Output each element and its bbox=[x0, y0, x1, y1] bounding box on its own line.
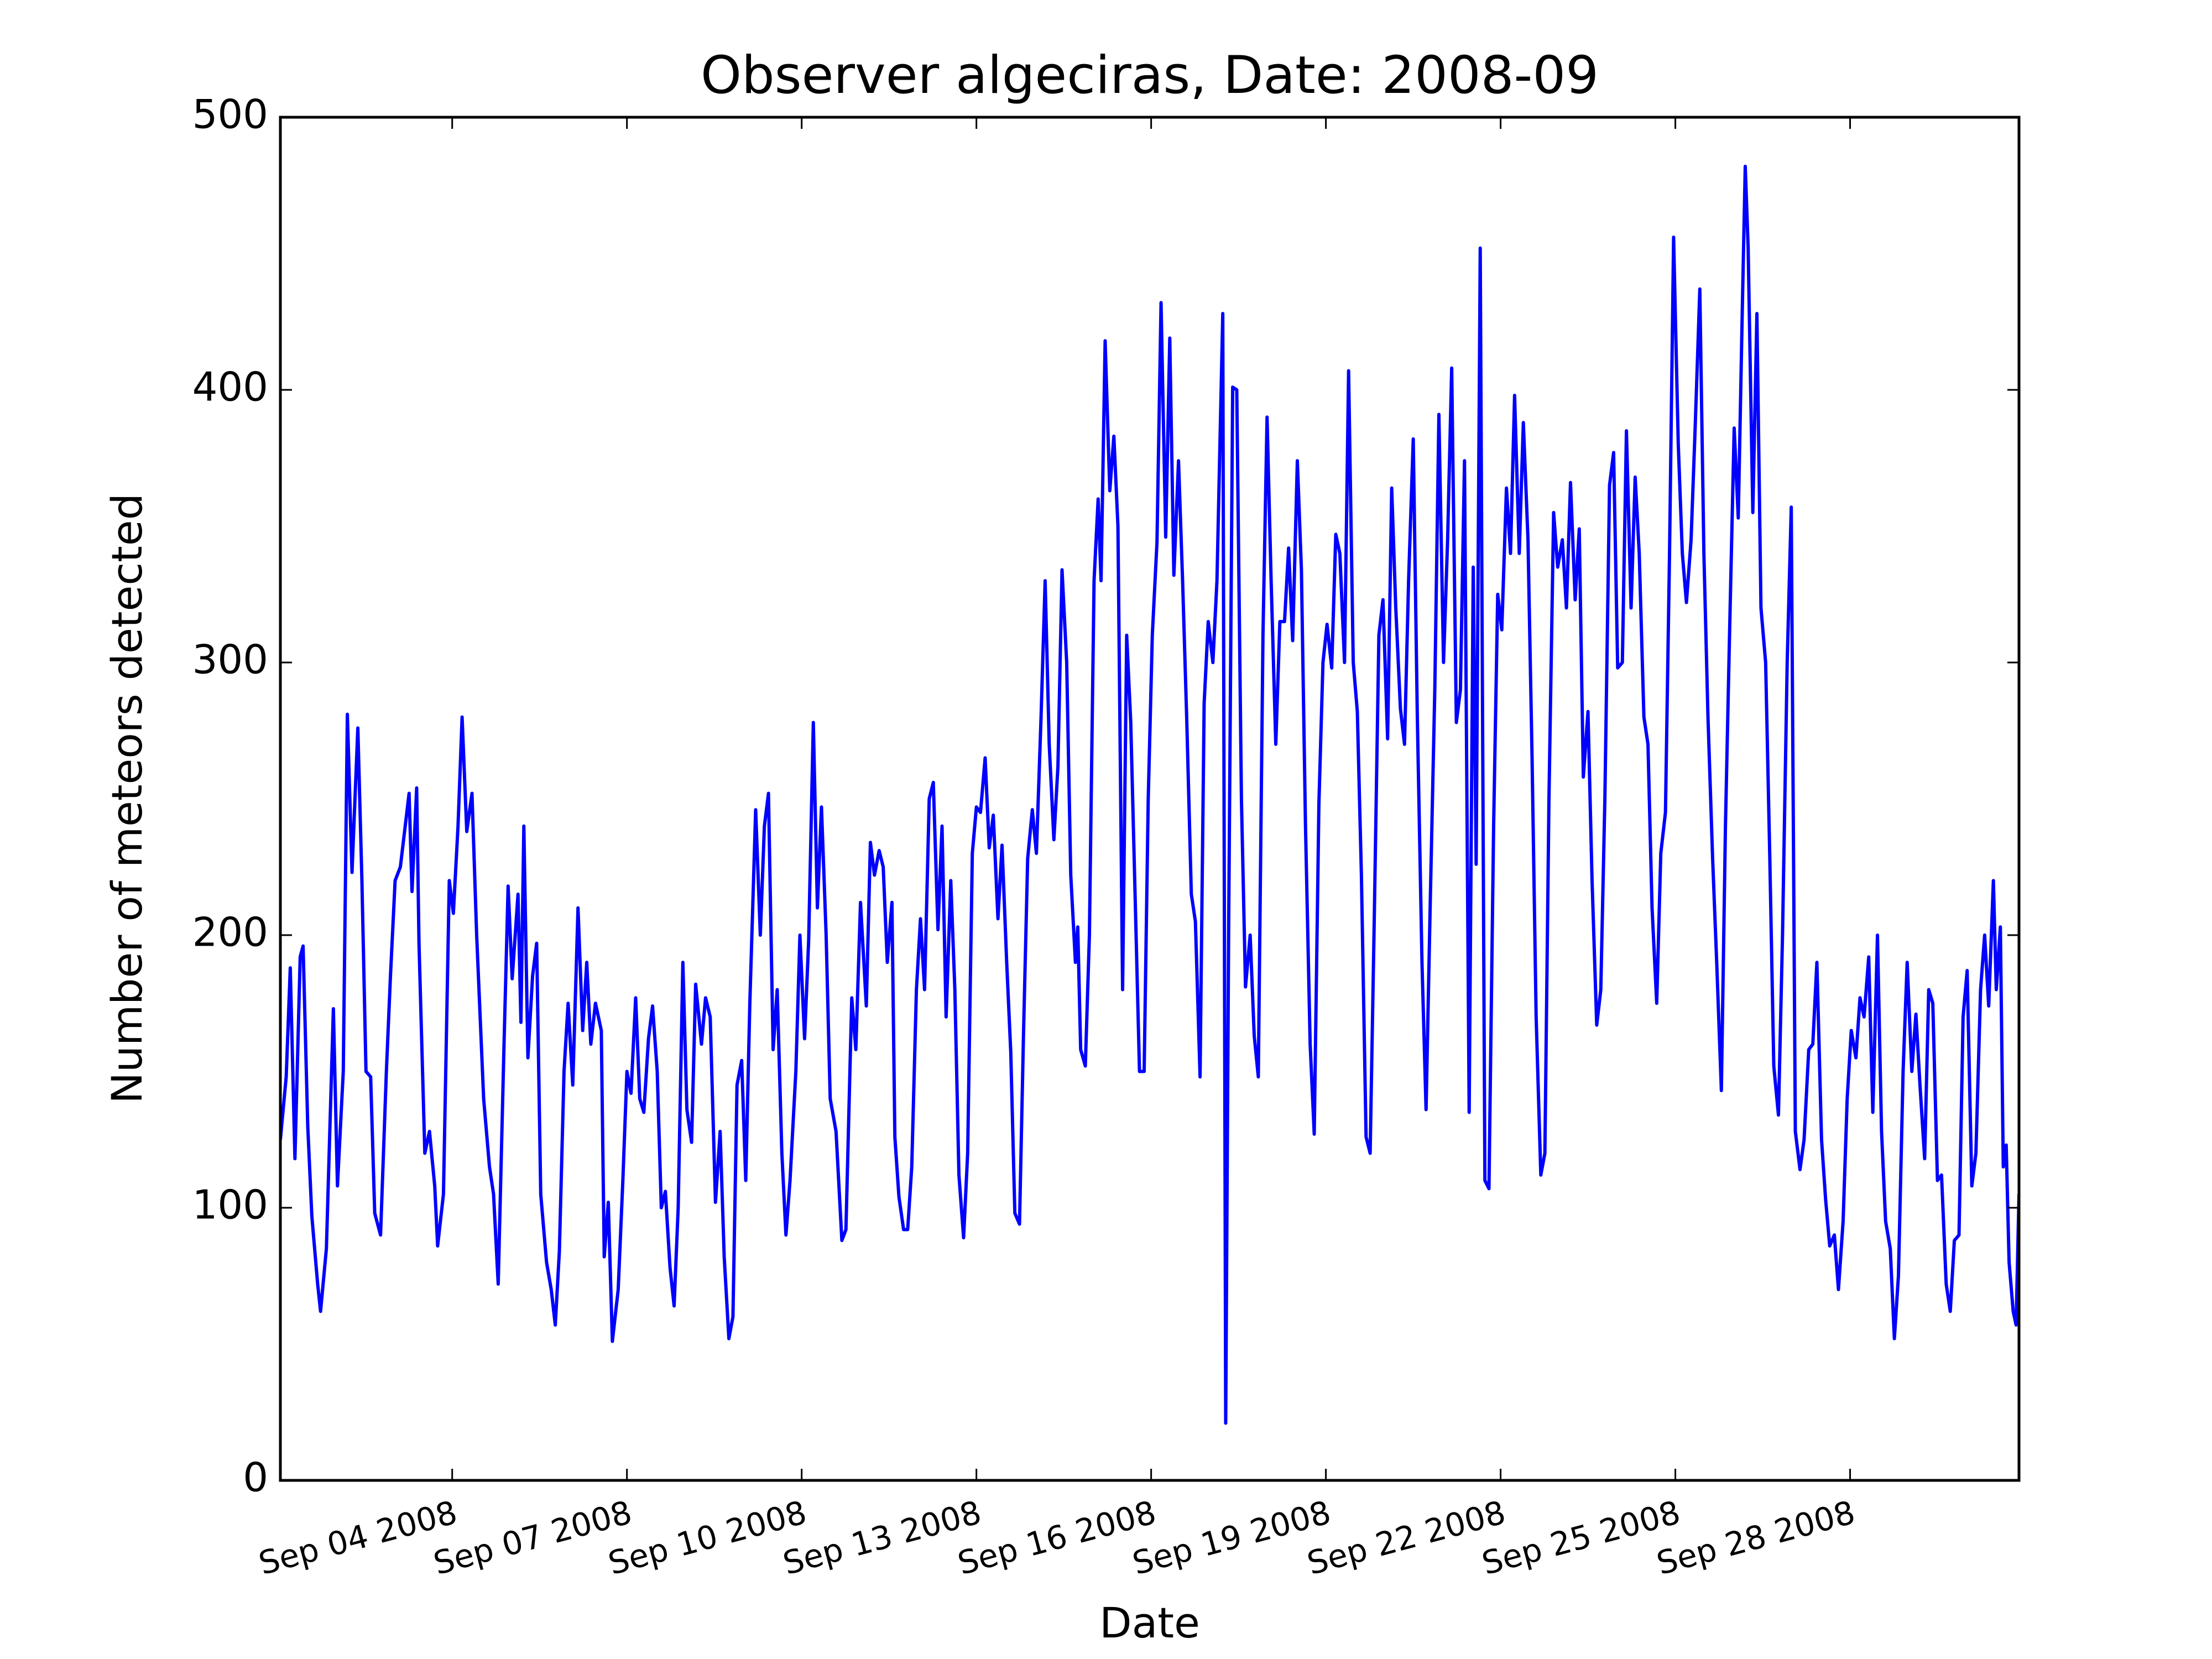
y-tick-label: 100 bbox=[192, 1182, 268, 1228]
y-tick-label: 0 bbox=[243, 1454, 268, 1501]
plot-frame bbox=[279, 116, 2021, 1482]
y-axis-label: Number of meteors detected bbox=[102, 493, 152, 1104]
chart-title: Observer algeciras, Date: 2008-09 bbox=[701, 45, 1599, 106]
y-tick-label: 200 bbox=[192, 909, 268, 956]
y-tick-label: 400 bbox=[192, 364, 268, 410]
y-tick-label: 500 bbox=[192, 91, 268, 138]
data-line bbox=[280, 164, 2019, 1425]
x-axis-label: Date bbox=[1099, 1598, 1200, 1647]
y-tick-label: 300 bbox=[192, 637, 268, 683]
